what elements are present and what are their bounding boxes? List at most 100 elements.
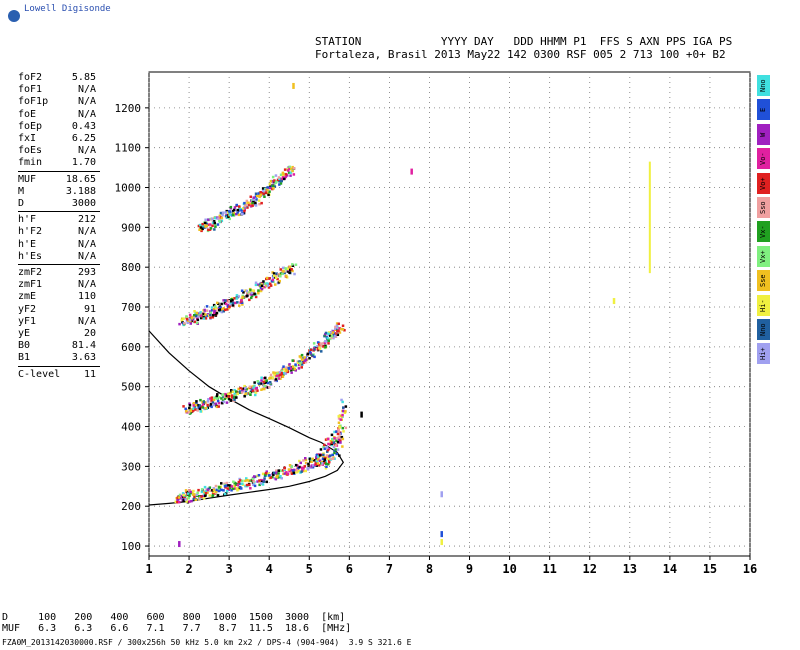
y-tick-label: 1200 [115, 102, 142, 115]
echo-point [219, 485, 222, 488]
echo-point [333, 334, 337, 338]
echo-point [242, 207, 245, 210]
echo-point [260, 482, 263, 485]
echo-point [218, 214, 222, 218]
echo-point [291, 269, 294, 273]
param-value: N/A [77, 108, 96, 120]
echo-point [283, 472, 286, 475]
echo-point [205, 224, 209, 228]
echo-point [327, 333, 330, 337]
echo-point [200, 229, 203, 233]
echo-point [275, 471, 278, 474]
echo-point [198, 497, 202, 500]
echo-point [282, 372, 286, 375]
param-row: foF2 5.85 [18, 72, 96, 84]
echo-point [211, 489, 214, 492]
echo-point [244, 386, 247, 390]
x-tick-label: 10 [502, 562, 516, 576]
echo-point [288, 363, 291, 366]
echo-point [253, 475, 256, 478]
legend-label: Vx- [759, 225, 767, 239]
param-row: foEs N/A [18, 145, 96, 157]
echo-point [220, 482, 223, 485]
echo-point [188, 406, 191, 410]
echo-point [249, 195, 252, 198]
echo-point [204, 490, 208, 493]
echo-point [249, 487, 252, 490]
echo-point [253, 389, 257, 392]
echo-point [310, 465, 313, 468]
param-value: 5.85 [71, 72, 96, 83]
echo-point [339, 441, 342, 444]
echo-point [336, 448, 340, 451]
echo-point [188, 402, 191, 406]
echo-point [254, 201, 257, 205]
echo-point [232, 487, 235, 491]
echo-point [215, 405, 219, 409]
echo-point [281, 176, 285, 179]
echo-point [227, 392, 230, 396]
param-label: B0 [18, 340, 31, 352]
param-label: yE [18, 328, 31, 339]
echo-point [271, 280, 274, 283]
echo-point [218, 219, 221, 223]
echo-point [263, 282, 267, 285]
echo-point [250, 293, 253, 296]
echo-point [201, 222, 204, 226]
echo-point [333, 437, 336, 440]
param-separator [18, 170, 100, 172]
echo-point [254, 283, 258, 287]
echo-point [312, 464, 315, 467]
param-label: foF1 [18, 84, 43, 96]
echo-point [232, 301, 235, 305]
legend-item: Vx+ [757, 245, 770, 267]
echo-point [279, 475, 282, 478]
echo-point [330, 335, 334, 338]
echo-point [265, 276, 269, 280]
echo-point [215, 306, 218, 310]
y-tick-label: 400 [121, 421, 141, 434]
x-tick-label: 12 [583, 562, 597, 576]
param-label: C-level [18, 368, 61, 380]
echo-point [300, 470, 303, 473]
echo-point [244, 392, 248, 395]
echo-point [322, 452, 325, 455]
echo-point [281, 375, 285, 378]
param-row: h'F2 N/A [18, 226, 96, 238]
echo-point [269, 284, 273, 287]
echo-point [188, 500, 191, 503]
echo-point [187, 319, 190, 322]
header-line-2: Fortaleza, Brasil 2013 May22 142 0300 RS… [315, 48, 726, 61]
echo-point [245, 477, 248, 480]
echo-point [281, 174, 285, 178]
echo-point [340, 435, 344, 439]
echo-point [193, 320, 197, 324]
echo-point [212, 487, 215, 490]
echo-point [222, 310, 225, 313]
echo-point [291, 264, 295, 267]
echo-point [338, 454, 341, 457]
echo-point [230, 394, 234, 397]
echo-point [186, 501, 190, 504]
echo-point [199, 223, 202, 227]
echo-point [272, 473, 275, 477]
echo-point [223, 308, 227, 312]
y-tick-label: 200 [121, 500, 141, 513]
echo-point [240, 391, 244, 394]
param-row: yF2 91 [18, 304, 96, 316]
echo-point [294, 471, 297, 474]
param-value: 3000 [71, 198, 96, 209]
echo-point [304, 360, 308, 364]
echo-point [252, 386, 255, 389]
echo-point [227, 484, 230, 487]
echo-point [273, 183, 276, 186]
param-label: h'E [18, 238, 37, 250]
param-value: N/A [77, 315, 96, 327]
echo-point [280, 477, 283, 480]
echo-point [337, 417, 341, 420]
legend-label: Sse [759, 274, 767, 288]
echo-point [184, 494, 188, 498]
echo-point [291, 365, 295, 368]
param-label: B1 [18, 352, 31, 364]
